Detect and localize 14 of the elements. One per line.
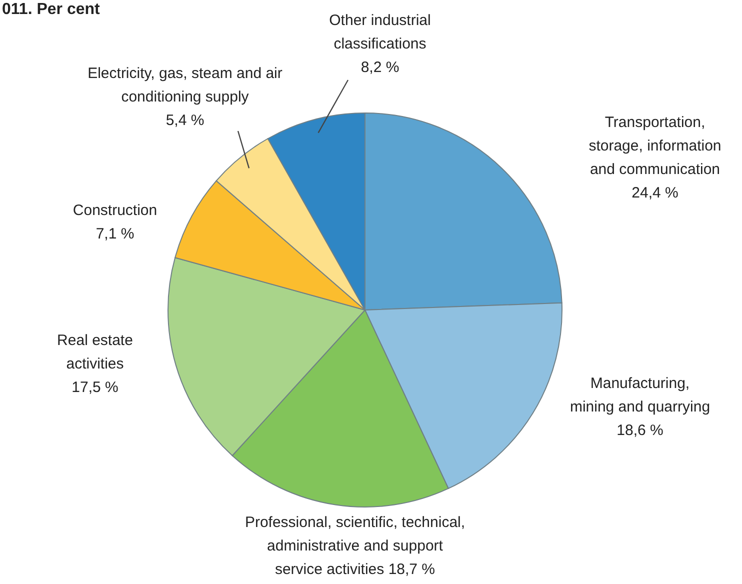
slice-label: Professional, scientific, technical, administrative and support service activities 18,7 % [244,514,466,578]
slice-label: Electricity, gas, steam and air conditioning supply [88,65,282,106]
slice-label: Real estate activities [57,332,133,372]
chart-title: 011. Per cent [2,1,101,18]
data-label: 17,5 % [72,379,118,396]
data-label: 8,2 % [360,59,400,76]
data-label: 24,4 % [632,184,678,202]
slice-label: Transportation, storage, information and communication [588,114,722,178]
slice-label: Construction [72,202,158,219]
data-label: 7,1 % [96,226,134,242]
data-label: 18,6 % [616,422,664,439]
slice-label: Other industrial classifications [329,12,431,52]
slice-label: Manufacturing, mining and quarrying [570,375,710,416]
data-label: 5,4 % [166,112,204,129]
